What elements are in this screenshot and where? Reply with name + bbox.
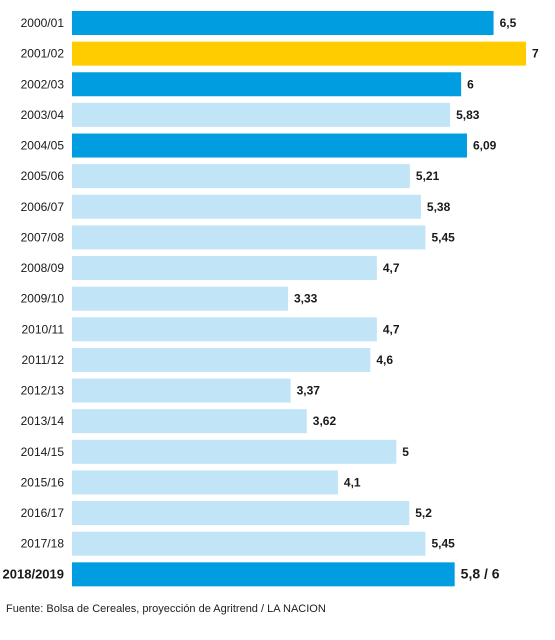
value-label: 4,1 (344, 475, 361, 489)
bar-2000-01 (72, 11, 494, 35)
value-label: 4,6 (376, 353, 393, 367)
bar-chart: 2000/01 6,5 2001/02 7 2002/03 6 2003/04 5,83 200… (3, 11, 539, 587)
category-label: 2009/10 (21, 292, 65, 306)
bar-2010-11 (72, 317, 377, 342)
category-label: 2004/05 (21, 139, 65, 153)
category-label: 2018/2019 (3, 566, 64, 581)
bar-2014-15 (72, 439, 397, 464)
source-note: Fuente: Bolsa de Cereales, proyección de… (6, 603, 326, 615)
value-label: 5,83 (456, 108, 480, 122)
category-label: 2008/09 (21, 261, 65, 275)
value-label: 6 (467, 77, 474, 91)
category-label: 2005/06 (21, 169, 65, 183)
category-label: 2003/04 (21, 108, 65, 122)
bar-2009-10 (72, 286, 288, 311)
value-label: 5,2 (415, 506, 432, 520)
value-label: 4,7 (383, 322, 400, 336)
category-label: 2007/08 (21, 230, 65, 244)
value-label: 5,8 / 6 (461, 565, 500, 581)
category-label: 2011/12 (22, 353, 65, 367)
bar-2006-07 (72, 194, 421, 219)
value-label: 5,21 (416, 169, 440, 183)
bar-2013-14 (72, 409, 307, 434)
category-label: 2010/11 (22, 322, 65, 336)
bar-2017-18 (72, 531, 426, 556)
bar-2002-03 (72, 72, 462, 97)
bar-2012-13 (72, 378, 291, 403)
value-label: 6,09 (473, 139, 497, 153)
category-label: 2016/17 (21, 506, 65, 520)
category-label: 2001/02 (21, 47, 65, 61)
value-label: 5 (402, 445, 409, 459)
value-label: 3,62 (313, 414, 337, 428)
category-label: 2017/18 (21, 537, 65, 551)
bar-2005-06 (72, 164, 410, 189)
value-label: 7 (532, 47, 539, 61)
category-label: 2015/16 (21, 475, 65, 489)
value-label: 5,45 (431, 537, 455, 551)
value-label: 5,45 (431, 230, 455, 244)
value-label: 4,7 (383, 261, 400, 275)
bar-2011-12 (72, 347, 371, 372)
value-label: 6,5 (500, 16, 517, 30)
bar-2008-09 (72, 256, 377, 281)
category-label: 2000/01 (21, 16, 65, 30)
bar-2015-16 (72, 470, 338, 495)
category-label: 2006/07 (21, 200, 65, 214)
bar-2016-17 (72, 501, 410, 526)
bar-2004-05 (72, 133, 467, 158)
value-label: 3,33 (294, 292, 318, 306)
value-label: 5,38 (427, 200, 451, 214)
value-label: 3,37 (297, 384, 321, 398)
category-label: 2002/03 (21, 77, 65, 91)
bar-2018-2019 (72, 562, 455, 587)
category-label: 2013/14 (21, 414, 65, 428)
bar-2007-08 (72, 225, 426, 250)
bar-2001-02 (72, 41, 526, 66)
category-label: 2012/13 (21, 384, 65, 398)
bar-2003-04 (72, 102, 451, 127)
category-label: 2014/15 (21, 445, 65, 459)
